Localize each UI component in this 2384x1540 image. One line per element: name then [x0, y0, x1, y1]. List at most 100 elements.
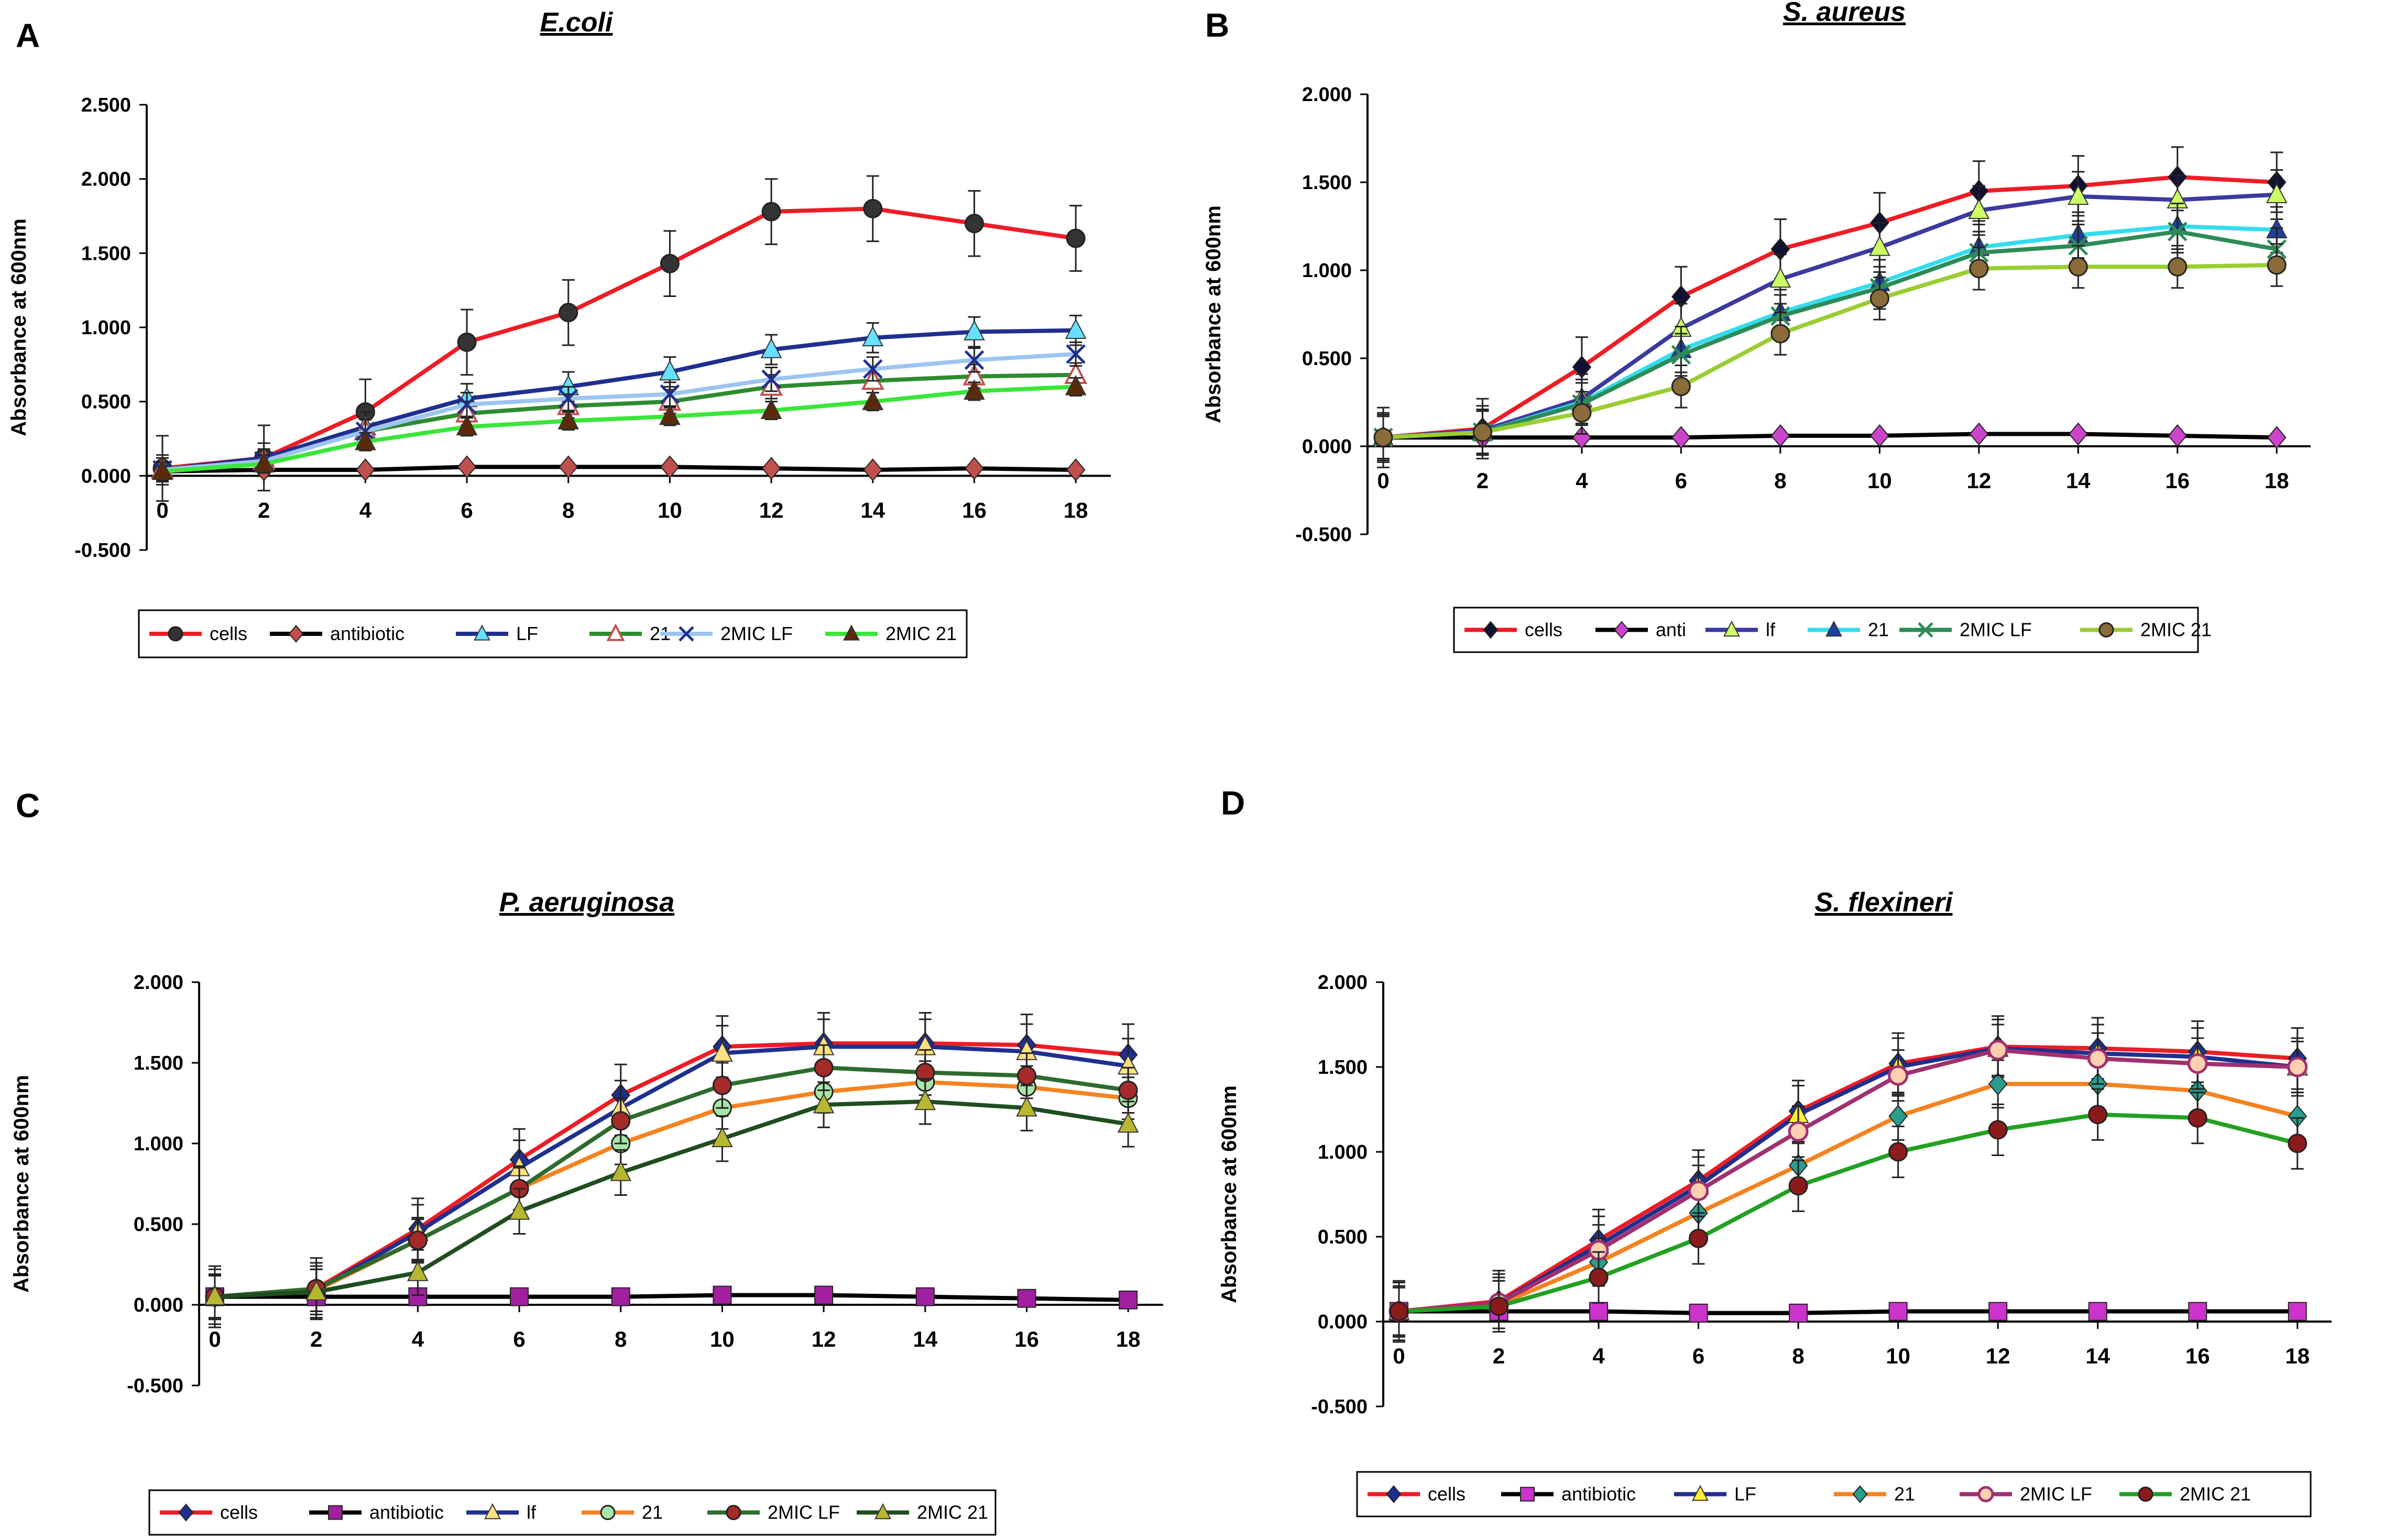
- legend-marker: [606, 623, 625, 641]
- legend-marker: [679, 626, 694, 642]
- legend-marker: [1692, 1484, 1709, 1501]
- legend-item: cells: [160, 1502, 258, 1523]
- legend-item: cells: [149, 623, 247, 644]
- legend-marker: [1386, 1485, 1402, 1503]
- data-point: [915, 1287, 935, 1306]
- panel-a: A E.coli 2.500 2.000 1.500 1.000 0.500 0.000 -0.…: [7, 7, 1111, 658]
- data-point: [964, 379, 985, 400]
- data-point: [660, 254, 680, 273]
- data-point: [408, 1230, 428, 1250]
- panel-d: D S. flexineri 2.000 1.500 1.000 0.500 0.000 -0…: [1218, 784, 2332, 1517]
- data-point: [1870, 424, 1889, 447]
- data-point: [760, 399, 782, 419]
- x-tick-label: 4: [412, 1327, 424, 1351]
- x-tick-label: 2: [310, 1327, 322, 1351]
- data-point: [1770, 324, 1790, 344]
- data-point: [1689, 1228, 1709, 1248]
- data-point: [1888, 1065, 1909, 1086]
- data-point: [1888, 1302, 1908, 1321]
- data-point: [1065, 318, 1087, 339]
- data-point: [1589, 1302, 1609, 1321]
- legend-marker: [168, 626, 183, 642]
- data-point: [1389, 1302, 1409, 1322]
- legend-label: 2MIC LF: [768, 1502, 840, 1523]
- legend-item: 2MIC 21: [2119, 1483, 2251, 1505]
- series-2mic-lf: [1388, 1024, 2308, 1338]
- series-line: [1383, 432, 2277, 440]
- x-tick-label: 18: [2285, 1344, 2310, 1368]
- series-2mic-21: [1389, 1088, 2308, 1338]
- data-point: [1888, 1142, 1908, 1162]
- x-tick-label: 12: [1986, 1344, 2010, 1368]
- x-tick-label: 8: [1774, 468, 1786, 493]
- series-line: [1398, 1082, 2298, 1314]
- legend-marker: [288, 624, 304, 643]
- series-line: [162, 384, 1076, 474]
- series-line: [214, 1041, 1129, 1299]
- y-axis-label: Absorbance at 600nm: [1202, 205, 1225, 423]
- series-line: [214, 1080, 1129, 1299]
- y-tick-label: 2.000: [1302, 84, 1352, 106]
- data-point: [862, 390, 884, 410]
- legend: cells antibiotic LF 21 2MIC LF 2MIC 21: [1356, 1471, 2312, 1517]
- data-point: [610, 1160, 632, 1181]
- legend-marker: [178, 1503, 194, 1522]
- data-point: [2287, 1057, 2308, 1077]
- series-2mic-21: [204, 1078, 1139, 1321]
- y-tick-label: 0.000: [1318, 1311, 1368, 1333]
- legend-marker: [474, 624, 490, 641]
- legend-item: 21: [1834, 1483, 1915, 1505]
- y-tick-label: -0.500: [1295, 524, 1352, 546]
- legend-marker: [1483, 621, 1499, 639]
- data-point: [510, 1287, 529, 1306]
- data-point: [712, 1075, 732, 1095]
- y-tick-label: 0.500: [81, 391, 131, 413]
- data-point: [1688, 1181, 1709, 1202]
- x-tick-label: 6: [1675, 468, 1687, 493]
- data-point: [1373, 427, 1393, 447]
- data-point: [1988, 1072, 2008, 1096]
- series-antibiotic: [1390, 1302, 2307, 1323]
- x-tick-label: 6: [513, 1327, 525, 1351]
- chart-title: E.coli: [540, 7, 614, 38]
- legend-item: cells: [1368, 1483, 1466, 1505]
- legend-item: 2MIC 21: [2080, 619, 2212, 641]
- series-line: [1399, 1309, 2298, 1315]
- data-point: [1016, 1066, 1036, 1086]
- y-tick-label: 0.000: [134, 1294, 183, 1316]
- x-tick-label: 18: [1064, 498, 1088, 522]
- data-point: [457, 332, 477, 352]
- y-tick-label: 1.000: [81, 317, 131, 339]
- data-point: [1869, 289, 1889, 309]
- data-point: [1671, 345, 1691, 365]
- data-point: [2088, 1302, 2107, 1321]
- x-tick-label: 4: [1592, 1344, 1605, 1368]
- data-point: [814, 1058, 834, 1077]
- x-tick-label: 8: [562, 498, 574, 522]
- data-point: [964, 214, 984, 234]
- panel-b: B S. aureus 2.000 1.500 1.000 0.500 0.000 -0.50…: [1202, 0, 2311, 653]
- y-tick-label: 1.000: [134, 1133, 183, 1155]
- legend-label: antibiotic: [1561, 1483, 1636, 1505]
- data-point: [1988, 1302, 2008, 1321]
- series-line: [214, 1065, 1129, 1299]
- data-point: [1017, 1289, 1036, 1308]
- data-point: [1689, 1303, 1708, 1323]
- legend-marker: [2138, 1487, 2153, 1502]
- legend-item: 21: [582, 1502, 663, 1523]
- panel-c: C P. aeruginosa 2.000 1.500 1.000 0.500 0.000 -…: [10, 787, 1163, 1536]
- legend-item: 2MIC LF: [660, 623, 793, 644]
- data-point: [559, 303, 578, 323]
- panel-letter: D: [1221, 784, 1245, 822]
- y-tick-label: -0.500: [1311, 1396, 1368, 1418]
- data-point: [1016, 1096, 1037, 1117]
- series-line: [162, 328, 1076, 472]
- data-point: [1888, 1104, 1908, 1128]
- y-tick-label: 0.500: [1302, 348, 1352, 370]
- data-point: [1770, 424, 1790, 447]
- legend-label: 2MIC LF: [720, 623, 793, 644]
- legend-item: lf: [1705, 619, 1776, 641]
- y-tick-label: 1.000: [1318, 1141, 1368, 1163]
- x-tick-label: 6: [461, 498, 473, 522]
- data-point: [1789, 1303, 1808, 1323]
